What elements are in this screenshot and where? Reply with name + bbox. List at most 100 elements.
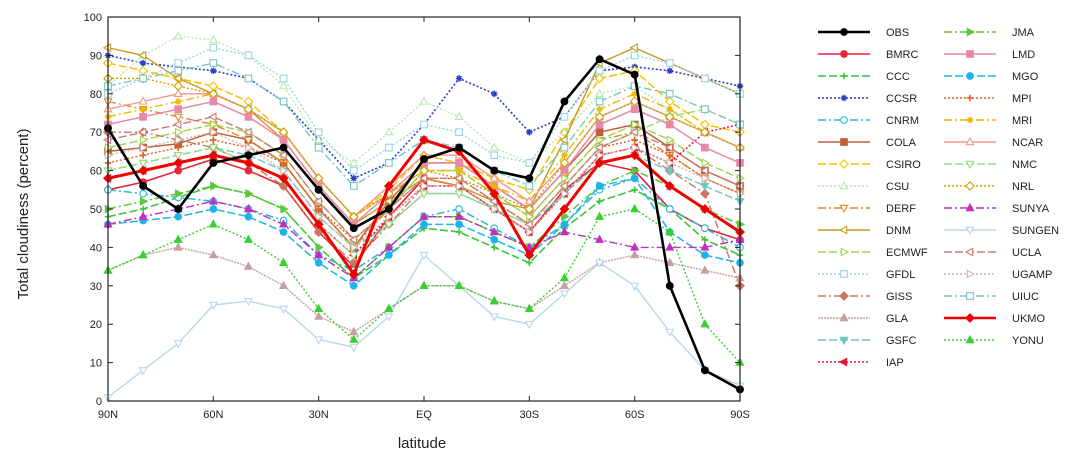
data-point: [243, 261, 254, 270]
data-point: [280, 166, 289, 176]
data-point: [208, 88, 219, 99]
data-point: [491, 204, 500, 214]
series-yonu: [103, 203, 745, 366]
data-point: [174, 212, 183, 221]
legend-label: SUNGEN: [1012, 225, 1059, 237]
data-point: [700, 319, 710, 328]
data-point: [594, 111, 605, 122]
data-point: [348, 269, 359, 280]
data-point: [560, 143, 569, 152]
data-point: [665, 59, 674, 67]
data-point: [243, 234, 254, 243]
legend-label: CNRM: [886, 115, 919, 127]
data-point: [278, 181, 289, 191]
data-point: [526, 128, 533, 136]
data-point: [455, 75, 463, 82]
data-point: [665, 281, 674, 290]
data-point: [666, 105, 674, 113]
data-point: [840, 94, 848, 102]
data-point: [384, 242, 394, 251]
data-point: [629, 150, 640, 161]
legend-item: SUNYA: [944, 202, 1050, 215]
data-point: [525, 174, 534, 183]
data-point: [138, 211, 148, 220]
legend-label: UGAMP: [1012, 269, 1052, 281]
legend: OBS BMRC CCC CCSR CNRM COLA CSIRO CSU DERF DNM ECM…: [818, 27, 1059, 369]
data-point: [384, 127, 394, 136]
data-point: [559, 273, 570, 282]
data-point: [630, 82, 639, 90]
legend-label: NMC: [1012, 159, 1037, 171]
x-axis-label: latitude: [398, 435, 446, 452]
data-point: [560, 112, 569, 121]
legend-item: CSIRO: [818, 159, 921, 171]
data-point: [175, 189, 184, 199]
data-point: [208, 144, 218, 153]
data-point: [526, 227, 535, 237]
data-point: [139, 112, 147, 121]
legend-item: NMC: [944, 159, 1037, 171]
data-point: [139, 189, 147, 198]
y-tick-label: 40: [90, 242, 102, 254]
legend-label: IAP: [886, 357, 904, 369]
data-point: [524, 250, 535, 260]
y-tick-label: 100: [84, 12, 102, 24]
y-tick-label: 0: [96, 396, 102, 408]
data-point: [454, 211, 464, 220]
data-point: [455, 128, 463, 137]
data-point: [839, 291, 849, 301]
data-point: [631, 90, 638, 98]
data-point: [490, 151, 499, 160]
data-point: [965, 226, 975, 236]
data-point: [665, 226, 675, 236]
data-point: [314, 303, 324, 313]
data-point: [736, 173, 746, 183]
data-point: [279, 97, 288, 106]
data-point: [278, 127, 289, 138]
data-point: [139, 182, 148, 190]
data-point: [524, 321, 534, 330]
data-point: [102, 135, 112, 145]
data-point: [525, 159, 534, 167]
data-point: [280, 204, 289, 214]
data-point: [385, 212, 394, 222]
data-point: [665, 328, 675, 337]
data-point: [594, 234, 605, 243]
data-point: [348, 235, 357, 245]
data-point: [736, 189, 746, 199]
data-point: [966, 72, 974, 80]
data-point: [631, 136, 638, 144]
data-point: [419, 165, 429, 176]
data-point: [965, 313, 975, 323]
data-point: [383, 181, 394, 191]
legend-item: CNRM: [818, 115, 919, 127]
series-sunya: [103, 196, 745, 282]
data-point: [314, 134, 324, 144]
data-point: [699, 166, 709, 176]
data-point: [420, 155, 428, 164]
data-point: [420, 120, 428, 129]
legend-item: MPI: [944, 93, 1032, 105]
data-point: [348, 257, 359, 268]
data-point: [840, 116, 848, 124]
y-tick-label: 10: [90, 358, 102, 370]
legend-item: CCSR: [818, 93, 917, 105]
data-point: [559, 127, 570, 136]
data-point: [559, 158, 570, 168]
data-point: [349, 166, 358, 175]
data-point: [594, 211, 605, 220]
legend-label: COLA: [886, 137, 917, 149]
data-point: [630, 51, 639, 60]
data-point: [631, 142, 640, 153]
data-point: [278, 219, 289, 228]
data-point: [315, 242, 324, 252]
data-point: [314, 249, 324, 259]
legend-item: IAP: [818, 357, 904, 369]
data-point: [209, 205, 218, 213]
data-point: [839, 312, 849, 322]
data-point: [243, 203, 254, 213]
data-point: [561, 173, 570, 183]
data-point: [839, 204, 849, 214]
data-point: [966, 94, 974, 102]
data-point: [420, 220, 428, 229]
